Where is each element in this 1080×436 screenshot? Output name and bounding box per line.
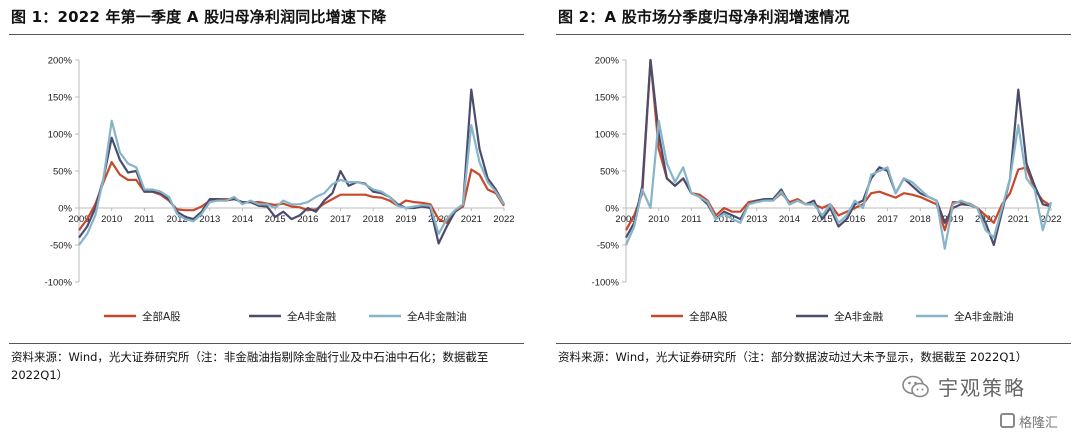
- y-tick-label: 150%: [595, 93, 620, 104]
- gelonghui-logo-icon: [1000, 413, 1015, 428]
- figure-2-panel: 图 2：A 股市场分季度归母净利润增速情况 200% 150% 100% 50% 0% -…: [556, 0, 1076, 436]
- x-tick-label: 2021: [1008, 214, 1029, 225]
- y-tick-label: -100%: [592, 278, 620, 289]
- figure-2-top-rule: [556, 34, 1071, 35]
- x-tick-label: 2021: [461, 214, 482, 225]
- series-line-2: [78, 88, 505, 245]
- wechat-watermark: 宇观策略: [902, 370, 1072, 406]
- x-tick-label: 2017: [877, 214, 898, 225]
- x-tick-label: 2009: [615, 214, 636, 225]
- series-line-1: [625, 58, 1052, 232]
- figure-2-chart: 200% 150% 100% 50% 0% -50% -100% 2009 2010 2011 20…: [592, 56, 1062, 324]
- x-tick-label: 2011: [134, 214, 154, 225]
- x-tick-label: 2022: [1040, 214, 1061, 225]
- figure-2-source-note: 资料来源：Wind，光大证券研究所（注：部分数据波动过大未予显示，数据截至 20…: [558, 350, 1028, 364]
- legend-label-3: 全A非金融油: [407, 310, 467, 323]
- gelonghui-logo-text: 格隆汇: [1019, 416, 1059, 431]
- x-tick-label: 2009: [68, 214, 89, 225]
- figure-2-title: 图 2：A 股市场分季度归母净利润增速情况: [558, 8, 850, 26]
- x-tick-label: 2019: [942, 214, 963, 225]
- figure-1-top-rule: [9, 34, 524, 35]
- x-tick-label: 2022: [493, 214, 514, 225]
- y-tick-label: -100%: [45, 278, 73, 289]
- figure-1-source-note: 资料来源：Wind，光大证券研究所（注：非金融油指剔除金融行业及中石油中石化；数…: [11, 350, 489, 382]
- y-tick-label: 200%: [48, 56, 73, 67]
- x-tick-label: 2015: [265, 214, 286, 225]
- x-tick-label: 2019: [395, 214, 416, 225]
- gelonghui-logo: 格隆汇: [1000, 410, 1078, 432]
- figure-1-bottom-rule: [9, 343, 524, 344]
- x-tick-label: 2014: [779, 214, 800, 225]
- wechat-icon: [902, 375, 929, 398]
- legend-label-2: 全A非金融: [834, 310, 884, 323]
- x-tick-label: 2014: [232, 214, 253, 225]
- figure-1-chart: 200% 150% 100% 50% 0% -50% -100% 2009 2010 2011 20…: [45, 56, 515, 324]
- x-tick-label: 2013: [746, 214, 767, 225]
- x-tick-label: 2012: [167, 214, 188, 225]
- figure-1-title: 图 1：2022 年第一季度 A 股归母净利润同比增速下降: [11, 8, 387, 26]
- y-tick-label: 0%: [58, 204, 72, 215]
- y-tick-label: -50%: [597, 241, 620, 252]
- x-tick-label: 2020: [975, 214, 996, 225]
- x-tick-label: 2010: [101, 214, 122, 225]
- legend-label-1: 全部A股: [689, 310, 728, 323]
- watermark-text: 宇观策略: [938, 376, 1026, 400]
- x-tick-label: 2018: [910, 214, 931, 225]
- y-tick-label: 200%: [595, 56, 620, 67]
- y-tick-label: 50%: [600, 167, 620, 178]
- x-tick-label: 2016: [297, 214, 318, 225]
- x-tick-label: 2011: [681, 214, 701, 225]
- x-tick-label: 2012: [714, 214, 735, 225]
- x-tick-label: 2013: [199, 214, 220, 225]
- series-line-3: [624, 119, 1053, 250]
- y-tick-label: 100%: [595, 130, 620, 141]
- y-tick-label: 100%: [48, 130, 73, 141]
- x-tick-label: 2016: [844, 214, 865, 225]
- series-line-3: [78, 119, 505, 246]
- x-tick-label: 2018: [363, 214, 384, 225]
- y-tick-label: 50%: [53, 167, 73, 178]
- y-tick-label: 150%: [48, 93, 73, 104]
- x-tick-label: 2017: [330, 214, 351, 225]
- legend-label-3: 全A非金融油: [954, 310, 1014, 323]
- x-tick-label: 2010: [648, 214, 669, 225]
- figure-2-bottom-rule: [556, 343, 1071, 344]
- y-tick-label: 0%: [605, 204, 619, 215]
- legend-label-2: 全A非金融: [287, 310, 337, 323]
- legend-label-1: 全部A股: [142, 310, 181, 323]
- y-tick-label: -50%: [50, 241, 73, 252]
- figure-1-panel: 图 1：2022 年第一季度 A 股归母净利润同比增速下降 200% 150% 10…: [9, 0, 529, 436]
